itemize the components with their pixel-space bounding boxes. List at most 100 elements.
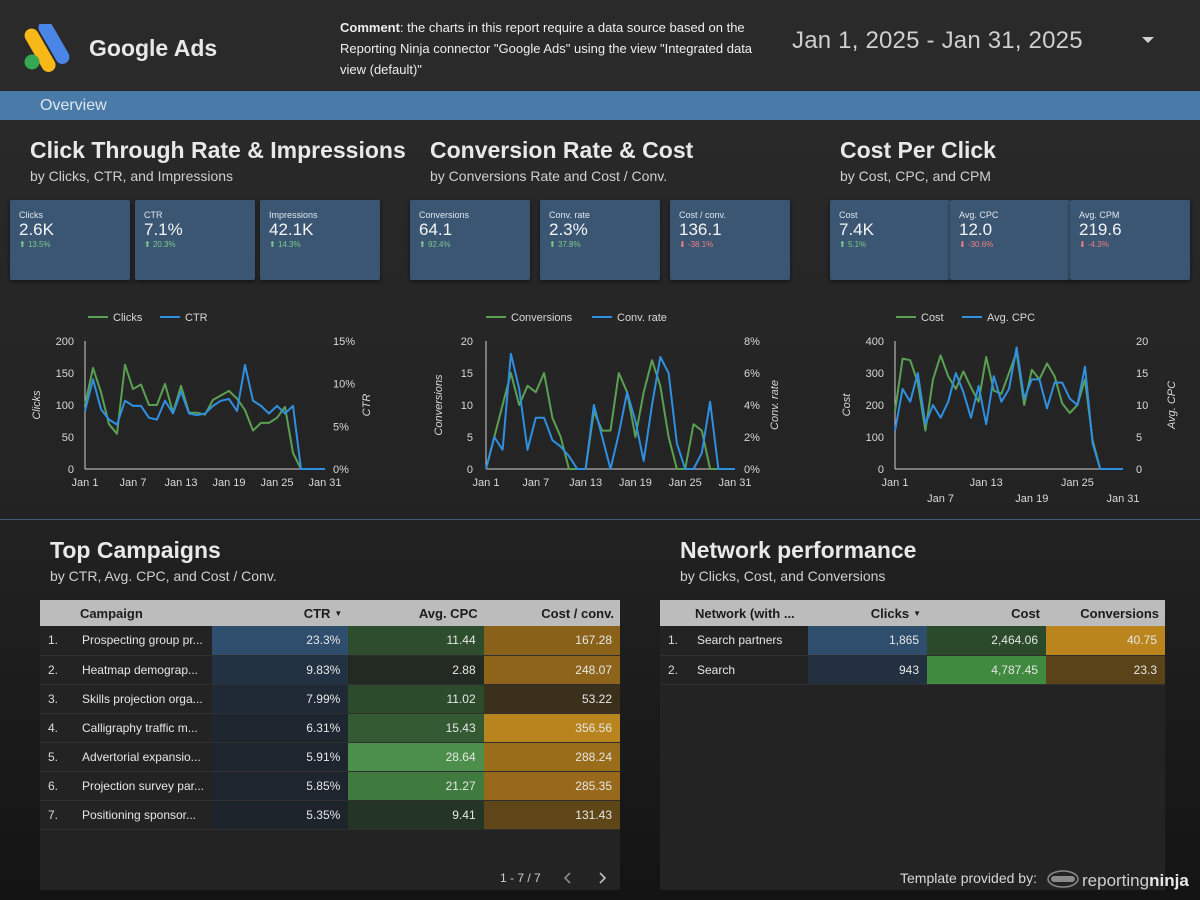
right-axis-tick: 0% xyxy=(744,464,760,476)
avg-cpc-cell: 2.88 xyxy=(348,655,484,685)
cost-conv-cell: 288.24 xyxy=(483,742,620,772)
kpi-delta: ⬆ 13.5% xyxy=(19,240,51,249)
network-section-title: Network performance xyxy=(680,537,917,563)
table-row[interactable]: 1. Search partners 1,865 2,464.06 40.75 xyxy=(660,626,1165,656)
column-header-avg-cpc[interactable]: Avg. CPC xyxy=(348,600,484,626)
template-credit: Template provided by: xyxy=(900,870,1037,886)
column-header-campaign[interactable]: Campaign xyxy=(73,600,212,626)
tab-overview[interactable]: Overview xyxy=(40,97,107,114)
chevron-right-icon[interactable] xyxy=(596,871,608,885)
kpi-value: 219.6 xyxy=(1079,220,1122,239)
kpi-label: Conv. rate xyxy=(549,210,590,220)
kpi-label: Cost xyxy=(839,210,858,220)
kpi-delta: ⬇ -38.1% xyxy=(679,240,714,249)
campaign-name[interactable]: Skills projection orga... xyxy=(73,684,212,714)
column-header-clicks[interactable]: Clicks ▼ xyxy=(808,600,927,626)
left-axis-tick: 200 xyxy=(866,400,884,412)
chevron-down-icon[interactable] xyxy=(1142,37,1154,43)
arrow-up-icon: ⬆ xyxy=(839,240,846,249)
right-axis-tick: 6% xyxy=(744,368,760,380)
x-axis-tick: Jan 7 xyxy=(522,477,549,489)
overview-nav-bar xyxy=(0,91,1200,120)
kpi-label: Avg. CPM xyxy=(1079,210,1120,220)
kpi-label: Avg. CPC xyxy=(959,210,999,220)
row-number: 1. xyxy=(660,626,689,656)
arrow-up-icon: ⬆ xyxy=(144,240,151,249)
avg-cpc-cell: 28.64 xyxy=(348,742,484,772)
x-axis-tick: Jan 19 xyxy=(1015,493,1048,505)
kpi-card: Cost 7.4K ⬆ 5.1% xyxy=(830,200,950,280)
reporting-ninja-logo-icon xyxy=(1047,870,1079,888)
column-header-cost-conv[interactable]: Cost / conv. xyxy=(483,600,620,626)
network-name[interactable]: Search xyxy=(689,655,808,685)
table-row[interactable]: 7. Positioning sponsor... 5.35% 9.41 131.43 xyxy=(40,800,620,830)
cost-cell: 4,787.45 xyxy=(927,655,1046,685)
column-header-ctr[interactable]: CTR ▼ xyxy=(212,600,349,626)
legend-label: Clicks xyxy=(113,312,143,324)
x-axis-tick: Jan 1 xyxy=(72,477,99,489)
right-axis-label: Conv. rate xyxy=(769,380,781,430)
cost-cpc-chart: 0 100 200 300 400 0 5 10 15 20 Cost Avg. CPC Jan 1 Ja… xyxy=(841,312,1178,505)
right-axis-tick: 20 xyxy=(1136,336,1148,348)
campaign-name[interactable]: Heatmap demograp... xyxy=(73,655,212,685)
right-axis-tick: 2% xyxy=(744,432,760,444)
kpi-delta: ⬇ -4.3% xyxy=(1079,240,1109,249)
campaign-name[interactable]: Positioning sponsor... xyxy=(73,800,212,830)
arrow-up-icon: ⬆ xyxy=(419,240,426,249)
avg-cpc-cell: 11.02 xyxy=(348,684,484,714)
table-row[interactable]: 5. Advertorial expansio... 5.91% 28.64 288.2… xyxy=(40,742,620,772)
x-axis-tick: Jan 13 xyxy=(164,477,197,489)
table-row[interactable]: 2. Search 943 4,787.45 23.3 xyxy=(660,655,1165,685)
ctr-section-subtitle: by Clicks, CTR, and Impressions xyxy=(30,168,234,184)
series-line-conversions xyxy=(485,359,735,470)
sort-desc-icon[interactable]: ▼ xyxy=(334,608,343,618)
left-axis-tick: 200 xyxy=(56,336,74,348)
reporting-ninja-brand: reportingninja xyxy=(1082,871,1189,890)
kpi-value: 7.1% xyxy=(144,220,183,239)
campaign-name[interactable]: Calligraphy traffic m... xyxy=(73,713,212,743)
row-number: 1. xyxy=(40,626,74,656)
cost-cell: 2,464.06 xyxy=(927,626,1046,656)
row-number: 3. xyxy=(40,684,74,714)
table-row[interactable]: 4. Calligraphy traffic m... 6.31% 15.43 356.… xyxy=(40,713,620,743)
kpi-value: 64.1 xyxy=(419,220,453,239)
conv-section-title: Conversion Rate & Cost xyxy=(430,137,694,163)
conversions-rate-chart: 0 5 10 15 20 0% 2% 4% 6% 8% Conversions Conv. rate J… xyxy=(433,312,781,489)
left-axis-label: Conversions xyxy=(433,374,445,436)
left-axis-tick: 50 xyxy=(62,432,74,444)
network-name[interactable]: Search partners xyxy=(689,626,808,656)
column-header-cost[interactable]: Cost xyxy=(927,600,1046,626)
legend-label: Avg. CPC xyxy=(987,312,1035,324)
table-row[interactable]: 6. Projection survey par... 5.85% 21.27 285.… xyxy=(40,771,620,801)
conversions-cell: 40.75 xyxy=(1046,626,1165,656)
series-line-avg-cpc xyxy=(894,346,1123,470)
legend-label: Conversions xyxy=(511,312,573,324)
campaigns-table: Campaign CTR ▼ Avg. CPC Cost / conv. 1. Pr… xyxy=(40,600,620,830)
right-axis-tick: 15% xyxy=(333,336,355,348)
x-axis-tick: Jan 19 xyxy=(619,477,652,489)
x-axis-tick: Jan 13 xyxy=(569,477,602,489)
column-header-conversions[interactable]: Conversions xyxy=(1046,600,1165,626)
table-row[interactable]: 3. Skills projection orga... 7.99% 11.02 53.… xyxy=(40,684,620,714)
kpi-delta: ⬆ 20.3% xyxy=(144,240,176,249)
cost-conv-cell: 53.22 xyxy=(483,684,620,714)
date-range-picker[interactable]: Jan 1, 2025 - Jan 31, 2025 xyxy=(792,27,1083,54)
sort-desc-icon[interactable]: ▼ xyxy=(913,608,921,618)
ctr-cell: 7.99% xyxy=(212,684,349,714)
campaign-name[interactable]: Prospecting group pr... xyxy=(73,626,212,656)
column-header-network[interactable]: Network (with ... xyxy=(689,600,808,626)
ctr-cell: 5.91% xyxy=(212,742,349,772)
row-number: 7. xyxy=(40,800,74,830)
x-axis-tick: Jan 13 xyxy=(970,477,1003,489)
series-line-ctr xyxy=(84,363,325,470)
kpi-delta: ⬆ 14.3% xyxy=(269,240,301,249)
chevron-left-icon[interactable] xyxy=(562,871,574,885)
campaign-name[interactable]: Projection survey par... xyxy=(73,771,212,801)
table-row[interactable]: 1. Prospecting group pr... 23.3% 11.44 167.2… xyxy=(40,626,620,656)
row-number: 2. xyxy=(40,655,74,685)
table-row[interactable]: 2. Heatmap demograp... 9.83% 2.88 248.07 xyxy=(40,655,620,685)
kpi-label: Conversions xyxy=(419,210,470,220)
campaign-name[interactable]: Advertorial expansio... xyxy=(73,742,212,772)
cost-conv-cell: 285.35 xyxy=(483,771,620,801)
x-axis-tick: Jan 7 xyxy=(927,493,954,505)
